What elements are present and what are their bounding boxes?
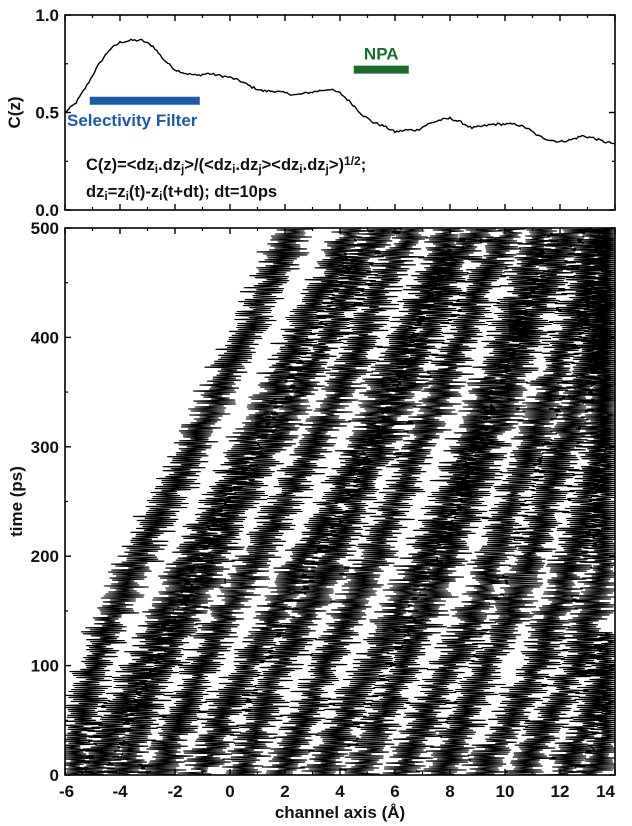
bottom-x-tick-label-0: -6 xyxy=(59,782,74,801)
formula-part: C(z)=<dz xyxy=(86,156,155,174)
selectivity-filter-label: Selectivity Filter xyxy=(67,111,198,130)
bottom-x-tick-label-4: 2 xyxy=(280,782,289,801)
formula-part: (t)-z xyxy=(129,183,159,201)
formula-part: j xyxy=(325,162,329,176)
bottom-panel-trajectories: -6 -4 -2 0 2 4 6 8 10 12 14 0 100 200 300 400 500 chann… xyxy=(7,219,616,822)
trajectory-8 xyxy=(339,228,593,776)
trajectory-9 xyxy=(382,228,616,776)
formula-part: i xyxy=(155,162,158,176)
formula-part: .dz xyxy=(158,156,181,174)
top-y-tick-label-0: 0.0 xyxy=(35,201,59,220)
formula-part: >) xyxy=(329,156,344,174)
formula-part: .dz xyxy=(235,156,258,174)
formula-part: >/(<dz xyxy=(184,156,232,174)
trajectory-5 xyxy=(221,228,503,776)
bottom-x-tick-label-8: 10 xyxy=(496,782,515,801)
bottom-x-axis-label: channel axis (Å) xyxy=(275,803,405,822)
trajectory-12 xyxy=(504,294,616,776)
npa-label: NPA xyxy=(364,45,399,64)
formula-part: (t+dt); dt=10ps xyxy=(163,183,278,201)
top-y-tick-label-1: 0.5 xyxy=(35,104,59,123)
formula-part: .dz xyxy=(303,156,326,174)
trajectory-0 xyxy=(64,228,313,776)
bottom-x-tick-label-7: 8 xyxy=(445,782,454,801)
bottom-x-tick-label-5: 4 xyxy=(335,782,345,801)
formula-part: ><dz xyxy=(262,156,300,174)
top-y-ticks: 0.0 0.5 1.0 xyxy=(35,6,615,220)
top-y-tick-label-2: 1.0 xyxy=(35,6,59,25)
top-x-ticks xyxy=(64,15,616,210)
bottom-x-tick-label-2: -2 xyxy=(167,782,182,801)
bottom-y-tick-label-2: 200 xyxy=(31,547,59,566)
cz-curve xyxy=(64,38,616,145)
trajectory-3 xyxy=(137,228,428,776)
water-trajectories xyxy=(64,228,616,776)
correlation-formula: C(z)=<dzi.dzj>/(<dzi.dzj><dzi.dzj>)1/2; xyxy=(86,154,366,176)
bottom-x-tick-label-3: 0 xyxy=(225,782,234,801)
bottom-y-tick-label-3: 300 xyxy=(31,438,59,457)
bottom-y-tick-label-1: 100 xyxy=(31,657,59,676)
bottom-y-tick-label-4: 400 xyxy=(31,328,59,347)
formula-part: =z xyxy=(108,183,126,201)
formula-part: i xyxy=(299,162,302,176)
formula-part: j xyxy=(257,162,261,176)
trajectory-14 xyxy=(572,666,616,776)
formula-part: i xyxy=(159,189,162,203)
formula-part: i xyxy=(104,189,107,203)
formula-part: 1/2 xyxy=(344,154,361,168)
formula-part: i xyxy=(126,189,129,203)
bottom-y-axis-label: time (ps) xyxy=(7,466,26,537)
bottom-x-tick-label-10: 14 xyxy=(596,782,615,801)
top-panel-cz: 0.0 0.5 1.0 C(z) Selectivity Filter NPA C(… xyxy=(5,6,616,220)
displacement-formula: dzi=zi(t)-zi(t+dt); dt=10ps xyxy=(86,183,277,203)
formula-part: dz xyxy=(86,183,104,201)
bottom-y-tick-label-0: 0 xyxy=(50,766,59,785)
formula-part: i xyxy=(232,162,235,176)
bottom-x-tick-label-6: 6 xyxy=(390,782,399,801)
trajectory-6 xyxy=(261,228,526,776)
trajectory-7 xyxy=(300,228,561,776)
bottom-y-tick-label-5: 500 xyxy=(31,219,59,238)
formula-part: j xyxy=(180,162,184,176)
formula-part: ; xyxy=(361,156,367,174)
trajectory-2 xyxy=(103,228,402,776)
top-y-axis-label: C(z) xyxy=(5,96,24,128)
bottom-x-tick-label-9: 12 xyxy=(551,782,570,801)
bottom-y-ticks: 0 100 200 300 400 500 xyxy=(31,219,615,785)
bottom-x-tick-label-1: -4 xyxy=(112,782,128,801)
bottom-x-ticks: -6 -4 -2 0 2 4 6 8 10 12 14 xyxy=(59,228,616,801)
